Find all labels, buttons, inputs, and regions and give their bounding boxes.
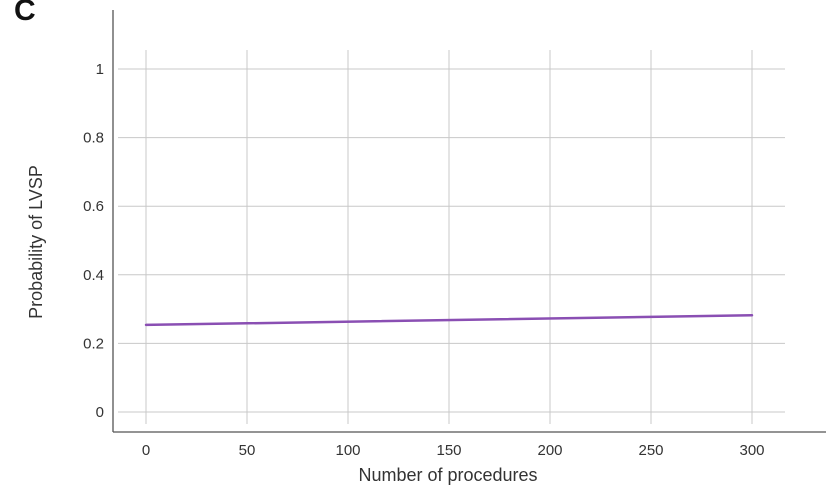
x-tick-label: 200 bbox=[537, 442, 562, 459]
y-tick-label: 1 bbox=[96, 61, 104, 78]
y-tick-labels: 0 0.2 0.4 0.6 0.8 1 bbox=[83, 61, 104, 421]
x-axis-label: Number of procedures bbox=[358, 465, 537, 485]
x-tick-label: 0 bbox=[142, 442, 150, 459]
y-tick-label: 0 bbox=[96, 404, 104, 421]
series-group bbox=[144, 314, 754, 327]
x-tick-label: 300 bbox=[739, 442, 764, 459]
series-line bbox=[144, 314, 754, 327]
x-tick-label: 150 bbox=[436, 442, 461, 459]
gridlines bbox=[118, 50, 785, 424]
y-tick-label: 0.2 bbox=[83, 335, 104, 352]
x-tick-label: 250 bbox=[638, 442, 663, 459]
axes bbox=[112, 10, 826, 433]
x-tick-label: 100 bbox=[335, 442, 360, 459]
y-tick-label: 0.6 bbox=[83, 198, 104, 215]
y-tick-label: 0.4 bbox=[83, 267, 104, 284]
y-tick-label: 0.8 bbox=[83, 130, 104, 147]
y-axis-label: Probability of LVSP bbox=[26, 165, 46, 319]
x-tick-label: 50 bbox=[239, 442, 256, 459]
x-tick-labels: 0 50 100 150 200 250 300 bbox=[142, 442, 765, 459]
panel-letter: C bbox=[14, 0, 36, 27]
